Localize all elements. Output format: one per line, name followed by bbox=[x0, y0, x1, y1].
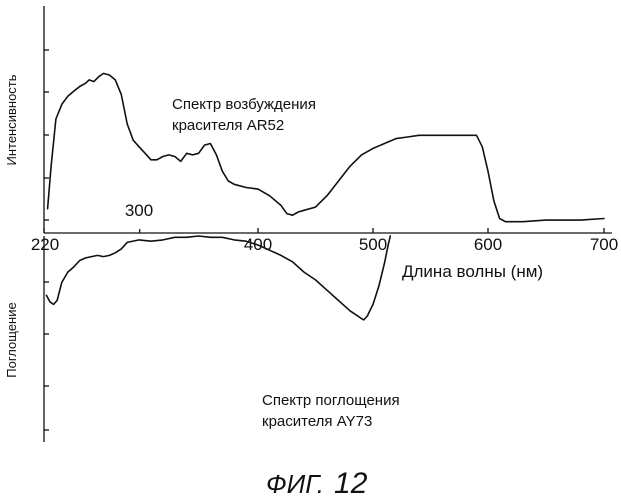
absorption-spectrum-line bbox=[46, 236, 390, 320]
figure-caption: ФИГ. 12 bbox=[266, 467, 368, 500]
absorption-annotation-line1: Спектр поглощения bbox=[262, 392, 400, 409]
absorption-y-label: Поглощение bbox=[4, 302, 19, 377]
figure-caption-prefix: ФИГ. bbox=[266, 469, 324, 499]
x-tick-label-700: 700 bbox=[590, 235, 618, 254]
x-axis-label: Длина волны (нм) bbox=[402, 262, 543, 281]
x-tick-label-600: 600 bbox=[474, 235, 502, 254]
excitation-y-label: Интенсивность bbox=[4, 74, 19, 165]
x-ticks bbox=[44, 228, 604, 233]
x-tick-label-400: 400 bbox=[244, 235, 272, 254]
x-tick-label-500: 500 bbox=[359, 235, 387, 254]
absorption-y-ticks bbox=[44, 282, 49, 430]
x-tick-label-220: 220 bbox=[31, 235, 59, 254]
excitation-annotation-line2: красителя AR52 bbox=[172, 117, 284, 134]
spectra-figure: Интенсивность Поглощение 220 400 500 600… bbox=[0, 0, 621, 500]
excitation-spectrum-line bbox=[48, 73, 604, 221]
excitation-annotation-line1: Спектр возбуждения bbox=[172, 96, 316, 113]
tick-label-300: 300 bbox=[125, 201, 153, 220]
figure-caption-number: 12 bbox=[334, 467, 368, 500]
absorption-annotation-line2: красителя AY73 bbox=[262, 413, 372, 430]
